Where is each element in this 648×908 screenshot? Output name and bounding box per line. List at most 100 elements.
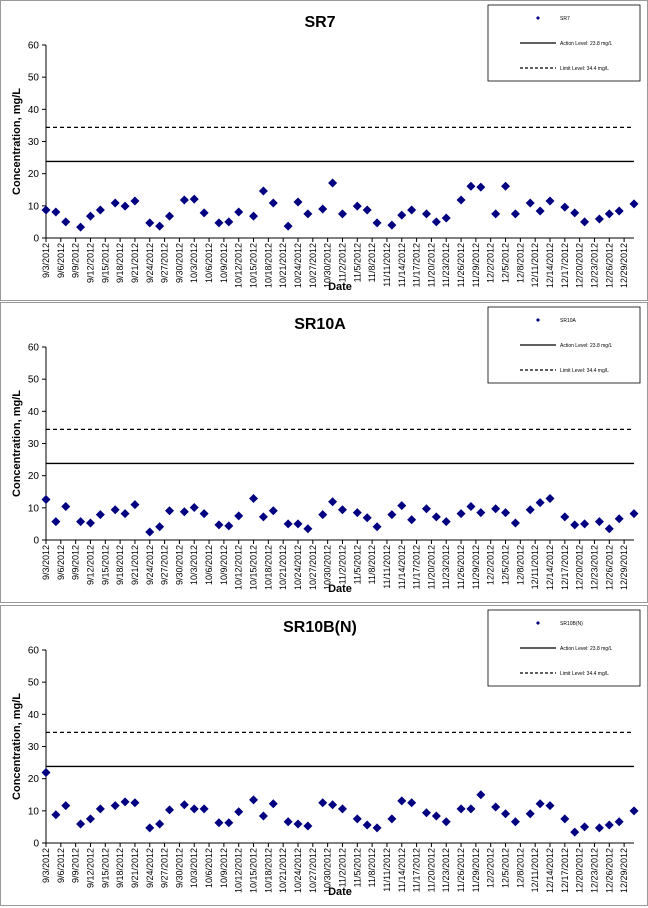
x-tick-label: 10/9/2012 (219, 243, 229, 283)
data-point (328, 800, 338, 810)
data-point (214, 520, 224, 530)
data-point (614, 206, 624, 216)
x-tick-label: 12/8/2012 (515, 545, 525, 585)
data-point (407, 515, 417, 525)
x-tick-label: 9/12/2012 (85, 545, 95, 585)
data-point (51, 517, 61, 527)
x-tick-label: 12/5/2012 (501, 545, 511, 585)
x-tick-label: 10/18/2012 (263, 545, 273, 590)
x-tick-label: 11/2/2012 (337, 243, 347, 282)
x-tick-label: 10/21/2012 (278, 243, 288, 288)
x-tick-label: 9/9/2012 (71, 545, 81, 580)
x-tick-label: 9/27/2012 (160, 243, 170, 283)
data-point (214, 218, 224, 228)
data-point (545, 196, 555, 206)
x-tick-label: 9/21/2012 (130, 243, 140, 283)
data-point (95, 510, 105, 520)
data-point (61, 502, 71, 512)
data-point (337, 804, 347, 814)
legend-label: SR10A (560, 318, 577, 324)
data-point (431, 811, 441, 821)
data-point (283, 817, 293, 827)
data-point (407, 798, 417, 808)
x-tick-label: 9/3/2012 (41, 545, 51, 580)
x-tick-label: 10/21/2012 (278, 545, 288, 590)
x-tick-label: 11/11/2012 (382, 545, 392, 589)
x-tick-label: 11/17/2012 (412, 243, 422, 287)
data-point (397, 210, 407, 220)
data-point (130, 196, 140, 206)
data-point (545, 494, 555, 504)
data-point (397, 501, 407, 511)
data-point (580, 217, 590, 227)
x-tick-label: 9/27/2012 (160, 545, 170, 585)
x-tick-label: 10/18/2012 (263, 243, 273, 288)
legend-label: Action Level: 23.8 mg/L (560, 343, 612, 349)
x-tick-label: 12/26/2012 (604, 848, 614, 893)
y-tick-label: 10 (28, 503, 40, 514)
x-tick-label: 12/14/2012 (545, 243, 555, 288)
legend-label: SR7 (560, 16, 570, 22)
x-tick-label: 12/29/2012 (619, 545, 629, 590)
data-point (293, 197, 303, 207)
data-point (545, 801, 555, 811)
y-tick-label: 30 (28, 439, 40, 450)
data-point (199, 509, 209, 519)
x-tick-label: 9/18/2012 (115, 545, 125, 585)
data-point (130, 798, 140, 808)
x-tick-label: 12/11/2012 (530, 848, 540, 892)
y-tick-label: 60 (28, 646, 40, 657)
data-point (604, 820, 614, 830)
data-point (491, 802, 501, 812)
data-point (224, 818, 234, 828)
data-point (476, 508, 486, 518)
data-point (535, 206, 545, 216)
data-point (407, 205, 417, 215)
data-point (268, 506, 278, 516)
x-tick-label: 11/11/2012 (382, 848, 392, 892)
data-point (268, 198, 278, 208)
x-tick-label: 10/30/2012 (323, 243, 333, 288)
data-point (155, 522, 165, 532)
data-point (303, 524, 313, 534)
data-point (110, 801, 120, 811)
data-point (234, 807, 244, 817)
y-tick-label: 20 (28, 774, 40, 785)
data-point (110, 198, 120, 208)
x-tick-label: 11/20/2012 (426, 848, 436, 892)
data-point (535, 799, 545, 809)
data-point (258, 512, 268, 522)
legend-label: Limit Level: 34.4 mg/L (560, 671, 609, 677)
data-point (85, 518, 95, 528)
x-tick-label: 11/23/2012 (441, 848, 451, 892)
data-point (501, 508, 511, 518)
y-tick-label: 20 (28, 471, 40, 482)
x-tick-label: 12/14/2012 (545, 545, 555, 590)
data-point (387, 220, 397, 230)
data-point (224, 217, 234, 227)
data-point (258, 186, 268, 196)
data-point (570, 520, 580, 530)
data-point (328, 178, 338, 188)
data-point (510, 817, 520, 827)
legend-marker (536, 621, 540, 625)
data-point (476, 790, 486, 800)
data-point (179, 800, 189, 810)
data-point (362, 820, 372, 830)
data-point (525, 198, 535, 208)
x-tick-label: 12/20/2012 (575, 848, 585, 893)
data-point (535, 498, 545, 508)
data-point (76, 819, 86, 829)
x-tick-label: 11/20/2012 (426, 545, 436, 589)
data-point (510, 209, 520, 219)
data-point (85, 814, 95, 824)
x-tick-label: 12/26/2012 (604, 243, 614, 288)
data-point (629, 509, 639, 519)
data-point (145, 218, 155, 228)
y-tick-label: 10 (28, 806, 40, 817)
x-tick-label: 9/24/2012 (145, 243, 155, 283)
data-point (303, 209, 313, 219)
legend-box (487, 4, 641, 82)
data-point (501, 809, 511, 819)
chart-title: SR10B(N) (283, 619, 357, 636)
